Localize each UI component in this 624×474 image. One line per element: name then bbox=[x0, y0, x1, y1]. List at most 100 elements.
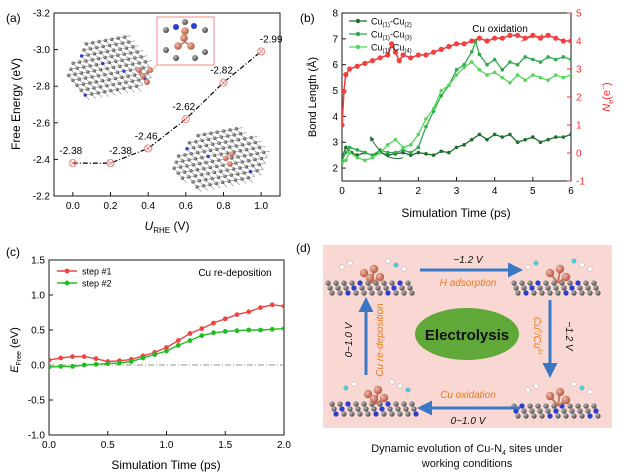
c-atom bbox=[511, 280, 517, 286]
c-atom bbox=[204, 143, 208, 148]
c-atom bbox=[208, 182, 212, 187]
c-atom bbox=[200, 155, 204, 160]
solvent-atom bbox=[533, 383, 539, 389]
series-point bbox=[553, 35, 559, 41]
c-atom bbox=[107, 60, 111, 65]
c-atom bbox=[124, 63, 128, 67]
c-atom bbox=[333, 280, 339, 286]
c-atom bbox=[583, 403, 589, 409]
c-atom bbox=[539, 413, 545, 419]
data-point-cross bbox=[183, 116, 189, 122]
legend-mid: -Cu bbox=[390, 30, 405, 40]
n-atom bbox=[379, 406, 385, 412]
c-atom bbox=[89, 92, 94, 96]
c-atom bbox=[527, 280, 533, 286]
cu-atom bbox=[223, 155, 229, 161]
c-atom bbox=[201, 183, 206, 188]
c-atom bbox=[203, 177, 208, 182]
series-point bbox=[393, 150, 398, 155]
c-atom bbox=[94, 62, 99, 67]
c-atom bbox=[369, 290, 375, 296]
series-point bbox=[499, 35, 505, 41]
c-atom bbox=[389, 411, 395, 417]
c-atom bbox=[130, 79, 134, 83]
c-atom bbox=[575, 403, 581, 409]
c-atom bbox=[82, 48, 86, 52]
series-point bbox=[211, 320, 216, 326]
inset-c-atom bbox=[173, 55, 179, 61]
c-atom bbox=[90, 75, 94, 79]
solvent-atom bbox=[571, 381, 577, 387]
data-point-cross bbox=[70, 160, 76, 166]
c-atom bbox=[189, 169, 193, 173]
c-atom bbox=[409, 401, 415, 407]
series-point bbox=[439, 93, 444, 98]
n-atom bbox=[575, 280, 581, 286]
panel-d-scenes bbox=[325, 258, 601, 419]
c-atom bbox=[246, 176, 250, 180]
c-atom bbox=[121, 86, 126, 91]
c-atom bbox=[104, 83, 109, 88]
c-atom bbox=[100, 78, 105, 83]
series-point bbox=[377, 55, 383, 61]
inset-cu-atom bbox=[181, 27, 189, 35]
series-point bbox=[439, 88, 444, 93]
panel-d-letter: (d) bbox=[296, 241, 311, 255]
c-atom bbox=[66, 73, 71, 77]
series-point bbox=[401, 148, 405, 152]
c-atom bbox=[228, 128, 232, 132]
series-point bbox=[560, 38, 566, 44]
legend-sub2: (4) bbox=[404, 49, 411, 55]
c-atom bbox=[240, 177, 244, 181]
panel-a-ticks: 0.0 0.2 0.4 0.6 0.8 1.0 -3.2 -3.0 -2.8 -2.6 -2.4 -2… bbox=[33, 9, 269, 213]
c-atom bbox=[139, 55, 143, 59]
c-atom bbox=[232, 133, 236, 137]
c-atom bbox=[595, 413, 601, 419]
c-atom bbox=[251, 146, 255, 151]
c-atom bbox=[393, 290, 399, 296]
left-voltage: 0~1.0 V bbox=[344, 321, 355, 357]
solvent-atom bbox=[385, 258, 391, 264]
panel-c-letter: (c) bbox=[6, 245, 20, 259]
c-atom bbox=[98, 85, 102, 89]
n-atom bbox=[357, 280, 363, 286]
n-atom bbox=[345, 401, 351, 407]
c-atom bbox=[521, 408, 527, 414]
legend-label: Cu(1)-Cu(4) bbox=[371, 43, 412, 55]
c-atom bbox=[567, 403, 573, 409]
c-atom bbox=[325, 280, 331, 286]
series-point bbox=[347, 150, 352, 155]
series-point bbox=[344, 150, 348, 155]
x-tick-label: 3 bbox=[454, 186, 460, 197]
series-point bbox=[175, 343, 181, 348]
c-atom bbox=[191, 180, 195, 184]
series-point bbox=[485, 73, 489, 77]
c-atom bbox=[579, 413, 585, 419]
right-axis-arrow bbox=[521, 33, 546, 42]
n-atom bbox=[529, 285, 535, 291]
y-tick-label: 5 bbox=[332, 86, 338, 97]
y-tick-label: -0.5 bbox=[28, 396, 46, 407]
c-atom bbox=[531, 290, 537, 296]
series-point bbox=[508, 80, 512, 85]
c-atom bbox=[403, 406, 409, 412]
c-atom bbox=[193, 139, 198, 144]
c-atom bbox=[185, 164, 189, 168]
c-atom bbox=[83, 76, 88, 80]
legend-marker bbox=[355, 18, 361, 24]
e-sub: Free bbox=[16, 351, 23, 366]
c-atom bbox=[122, 52, 126, 56]
c-atom bbox=[229, 156, 234, 160]
n-atom bbox=[79, 54, 84, 58]
c-atom bbox=[253, 140, 257, 145]
inset-n-atom bbox=[191, 23, 197, 29]
c-atom bbox=[537, 285, 543, 291]
c-atom bbox=[195, 150, 200, 155]
c-atom bbox=[198, 144, 202, 149]
e-main: E bbox=[9, 365, 21, 373]
solvent-atom bbox=[397, 383, 403, 389]
c-atom bbox=[75, 66, 79, 70]
series-point bbox=[93, 361, 99, 367]
c-atom bbox=[547, 290, 553, 296]
series-point bbox=[546, 78, 550, 82]
